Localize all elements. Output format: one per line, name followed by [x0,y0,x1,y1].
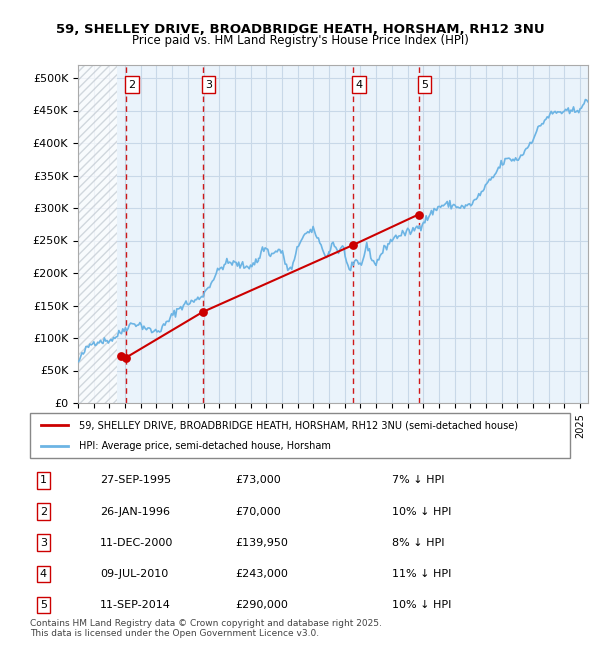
Text: 59, SHELLEY DRIVE, BROADBRIDGE HEATH, HORSHAM, RH12 3NU (semi-detached house): 59, SHELLEY DRIVE, BROADBRIDGE HEATH, HO… [79,421,518,430]
Text: 4: 4 [355,79,362,90]
Text: 10% ↓ HPI: 10% ↓ HPI [392,600,451,610]
Text: Price paid vs. HM Land Registry's House Price Index (HPI): Price paid vs. HM Land Registry's House … [131,34,469,47]
Text: £73,000: £73,000 [235,475,281,486]
Text: 10% ↓ HPI: 10% ↓ HPI [392,506,451,517]
Text: 4: 4 [40,569,47,579]
Text: 27-SEP-1995: 27-SEP-1995 [100,475,172,486]
Point [348,240,358,250]
FancyBboxPatch shape [30,413,570,458]
Text: 5: 5 [40,600,47,610]
Text: 09-JUL-2010: 09-JUL-2010 [100,569,169,579]
Text: 3: 3 [205,79,212,90]
Text: 5: 5 [421,79,428,90]
Point [116,350,126,361]
Text: 1: 1 [40,475,47,486]
Point [198,307,208,317]
Text: 8% ↓ HPI: 8% ↓ HPI [392,538,444,548]
Point [121,352,131,363]
Text: Contains HM Land Registry data © Crown copyright and database right 2025.
This d: Contains HM Land Registry data © Crown c… [30,619,382,638]
Text: 3: 3 [40,538,47,548]
Text: 11-SEP-2014: 11-SEP-2014 [100,600,171,610]
Text: 11-DEC-2000: 11-DEC-2000 [100,538,173,548]
Text: £139,950: £139,950 [235,538,288,548]
Text: £243,000: £243,000 [235,569,288,579]
Text: 2: 2 [40,506,47,517]
Text: £290,000: £290,000 [235,600,288,610]
Text: £70,000: £70,000 [235,506,281,517]
Text: 2: 2 [128,79,136,90]
Text: 7% ↓ HPI: 7% ↓ HPI [392,475,444,486]
Text: 59, SHELLEY DRIVE, BROADBRIDGE HEATH, HORSHAM, RH12 3NU: 59, SHELLEY DRIVE, BROADBRIDGE HEATH, HO… [56,23,544,36]
Text: 26-JAN-1996: 26-JAN-1996 [100,506,170,517]
Point [414,209,424,220]
Text: HPI: Average price, semi-detached house, Horsham: HPI: Average price, semi-detached house,… [79,441,331,450]
Text: 11% ↓ HPI: 11% ↓ HPI [392,569,451,579]
